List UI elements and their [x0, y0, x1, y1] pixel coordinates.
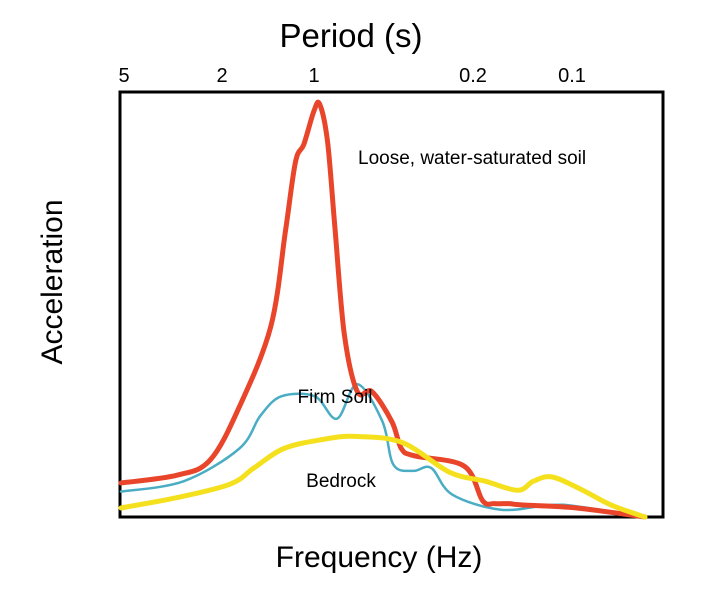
top-axis-title: Period (s) [279, 17, 422, 54]
series-line-bedrock [118, 433, 648, 520]
top-axis-tick-1: 2 [216, 65, 227, 87]
top-axis-tick-4: 0.1 [558, 65, 586, 87]
top-axis-tick-0: 5 [118, 65, 129, 87]
series-label-bedrock: Bedrock [306, 471, 376, 492]
top-axis-tick-3: 0.2 [459, 65, 487, 87]
series-label-firm-soil: Firm Soil [298, 387, 373, 408]
y-axis-title: Acceleration [36, 199, 69, 364]
series-line-firm-soil [119, 383, 647, 519]
plot-frame [118, 90, 665, 519]
top-axis-tick-2: 1 [308, 65, 319, 87]
x-axis-title: Frequency (Hz) [276, 541, 483, 574]
top-axis-ticks: 5 2 1 0.2 0.1 [118, 65, 585, 87]
top-axis: Period (s) 5 2 1 0.2 0.1 [118, 17, 585, 87]
series-labels: Loose, water-saturated soil Firm Soil Bedr… [298, 148, 587, 492]
series-lines [118, 99, 648, 520]
series-label-loose-soil: Loose, water-saturated soil [358, 148, 586, 169]
series-line-loose-soil [118, 99, 648, 520]
